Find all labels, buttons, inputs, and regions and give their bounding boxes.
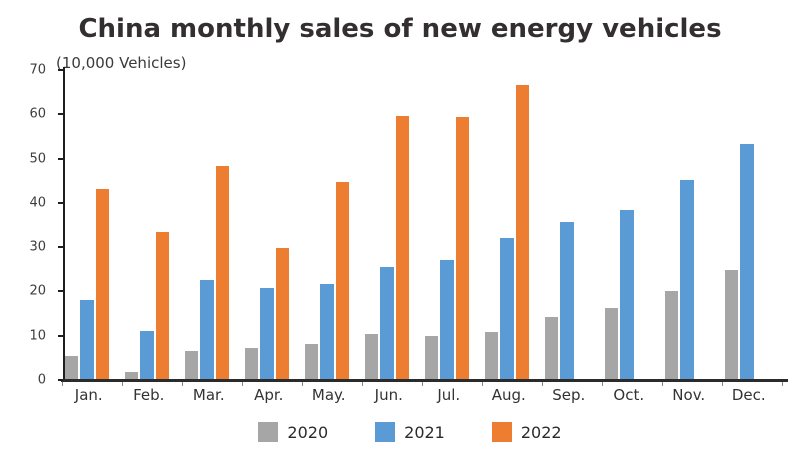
- bar-2021-feb: [140, 331, 154, 380]
- bar-2021-jan: [80, 300, 94, 380]
- bar-2021-aug: [500, 237, 514, 380]
- bar-2022-jun: [395, 116, 409, 380]
- bar-2022-mar: [215, 165, 229, 380]
- bar-2020-aug: [484, 331, 498, 380]
- legend-label-2022: 2022: [520, 422, 562, 442]
- x-axis-label-jun: Jun.: [374, 386, 403, 404]
- legend-item-2022: 2022: [491, 422, 562, 442]
- x-axis-label-may: May.: [311, 386, 346, 404]
- bar-2020-sep: [544, 317, 558, 380]
- bar-2020-dec: [724, 270, 738, 380]
- legend-swatch-2022: [491, 422, 512, 442]
- legend-label-2021: 2021: [404, 422, 445, 442]
- y-tick-label: 0: [37, 372, 46, 388]
- x-tick-mark: [182, 382, 183, 386]
- x-tick-mark: [482, 382, 483, 386]
- y-tick-label: 50: [29, 151, 46, 167]
- legend-label-2020: 2020: [287, 422, 329, 442]
- y-axis-unit-label: (10,000 Vehicles): [56, 54, 187, 72]
- bar-2021-jul: [440, 259, 454, 380]
- bar-2021-sep: [560, 221, 574, 380]
- x-tick-mark: [302, 382, 303, 386]
- x-tick-mark: [62, 382, 63, 386]
- y-tick-mark: [58, 290, 63, 293]
- bar-2022-feb: [155, 232, 169, 380]
- y-tick-label: 40: [29, 195, 46, 211]
- bar-2020-nov: [664, 291, 678, 380]
- y-tick-mark: [58, 334, 63, 337]
- x-axis-label-jul: Jul.: [437, 386, 461, 404]
- x-tick-mark: [602, 382, 603, 386]
- x-tick-mark: [362, 382, 363, 386]
- y-axis-line: [63, 67, 65, 381]
- x-axis-label-mar: Mar.: [192, 386, 225, 404]
- bar-2020-mar: [184, 350, 198, 380]
- x-axis-label-aug: Aug.: [491, 386, 526, 404]
- bar-2021-may: [320, 283, 334, 380]
- y-tick-label: 60: [29, 106, 46, 122]
- y-tick-mark: [58, 246, 63, 249]
- y-tick-label: 20: [29, 283, 46, 299]
- x-axis-label-dec: Dec.: [731, 386, 766, 404]
- y-tick-mark: [58, 201, 63, 204]
- y-tick-label: 10: [29, 328, 46, 344]
- chart-title: China monthly sales of new energy vehicl…: [78, 14, 722, 44]
- legend-swatch-2020: [258, 422, 279, 442]
- x-axis-label-oct: Oct.: [613, 386, 645, 404]
- bar-2021-oct: [620, 209, 634, 380]
- bar-2021-nov: [680, 180, 694, 380]
- x-axis-label-nov: Nov.: [672, 386, 706, 404]
- legend-item-2020: 2020: [258, 422, 328, 442]
- y-tick-mark: [58, 157, 63, 160]
- x-axis-label-apr: Apr.: [254, 386, 284, 404]
- plot-area: [64, 85, 754, 380]
- x-tick-mark: [722, 382, 723, 386]
- bar-2020-jan: [64, 356, 78, 380]
- x-axis-line: [61, 379, 788, 382]
- bar-2022-aug: [515, 85, 529, 380]
- bar-2022-jul: [455, 117, 469, 380]
- x-axis-label-feb: Feb.: [133, 386, 165, 404]
- bar-2021-jun: [380, 266, 394, 380]
- x-tick-mark: [422, 382, 423, 386]
- x-tick-mark: [242, 382, 243, 386]
- x-tick-mark: [662, 382, 663, 386]
- bar-2022-apr: [275, 247, 289, 380]
- bar-2020-apr: [244, 347, 258, 380]
- y-tick-mark: [58, 379, 63, 381]
- y-tick-label: 30: [29, 239, 46, 255]
- bar-2020-jun: [364, 334, 378, 380]
- y-tick-label: 70: [29, 62, 46, 78]
- bar-2021-mar: [200, 279, 214, 380]
- y-tick-mark: [58, 69, 63, 71]
- legend: 2020 2021 2022: [0, 422, 800, 442]
- x-tick-mark: [542, 382, 543, 386]
- x-tick-mark: [122, 382, 123, 386]
- bar-2021-dec: [740, 144, 754, 380]
- bar-2020-jul: [424, 336, 438, 380]
- bar-2021-apr: [260, 287, 274, 380]
- x-axis-label-jan: Jan.: [74, 386, 103, 404]
- legend-swatch-2021: [375, 422, 396, 442]
- bar-2022-may: [335, 182, 349, 380]
- x-axis-label-sep: Sep.: [552, 386, 586, 404]
- y-tick-mark: [58, 113, 63, 116]
- bar-2020-oct: [604, 308, 618, 380]
- bar-2022-jan: [95, 188, 109, 380]
- legend-item-2021: 2021: [375, 422, 445, 442]
- bar-2020-feb: [124, 372, 138, 380]
- x-tick-mark: [782, 382, 783, 386]
- bar-2020-may: [304, 343, 318, 380]
